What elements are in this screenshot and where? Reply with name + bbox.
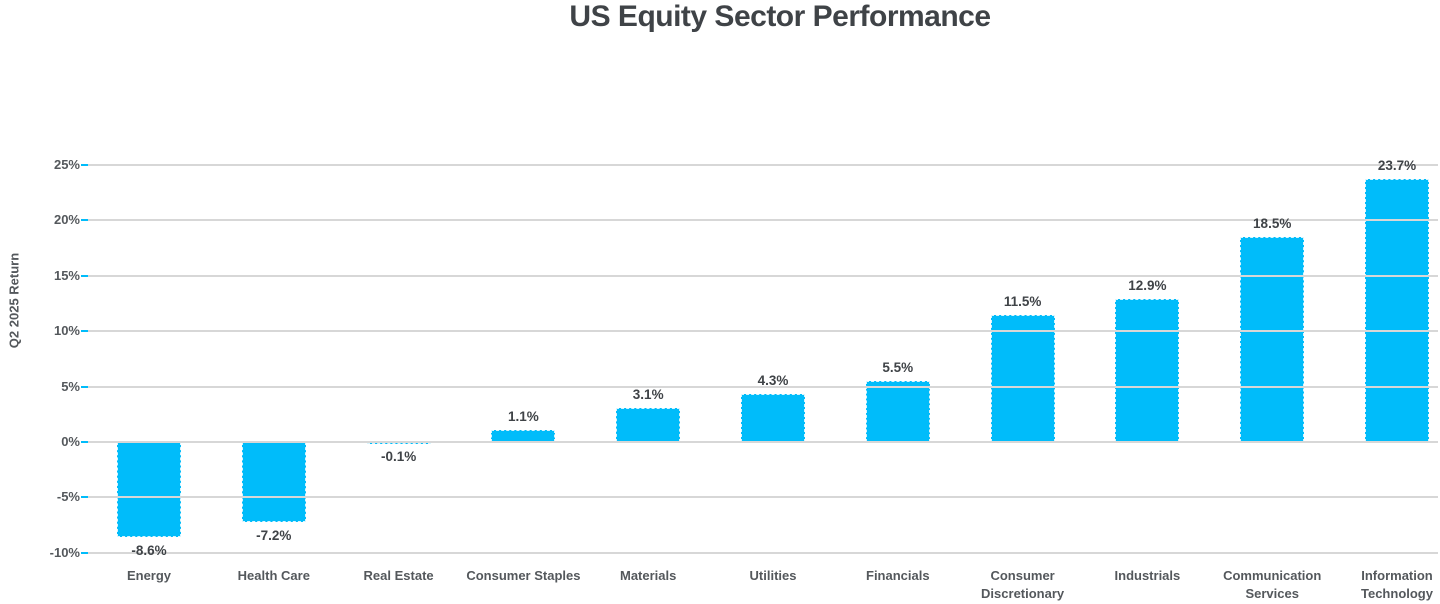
y-tick-label: -5% [56, 489, 80, 505]
y-axis-title: Q2 2025 Return [6, 252, 22, 349]
gridline [88, 274, 1438, 277]
bar-materials [616, 407, 681, 442]
category-label-industrials: Industrials [1114, 568, 1181, 583]
y-tick-mark [81, 551, 88, 554]
category-label-financials: Financials [866, 568, 930, 583]
y-tick-label: -10% [49, 544, 80, 560]
y-tick-mark [81, 496, 88, 499]
gridline [88, 551, 1438, 554]
value-label-real-estate: -0.1% [380, 449, 417, 465]
value-label-industrials: 12.9% [1128, 277, 1167, 293]
category-label-real-estate: Real Estate [363, 568, 434, 583]
y-tick-label: 0% [61, 434, 80, 449]
value-label-consumer-discretionary: 11.5% [1003, 293, 1042, 309]
y-tick-label: 15% [53, 267, 80, 283]
value-label-consumer-staples: 1.1% [508, 408, 539, 424]
category-label-energy: Energy [126, 568, 172, 583]
gridline [88, 441, 1438, 443]
bar-information-technology [1365, 179, 1429, 442]
bar-financials [865, 381, 930, 442]
bar-consumer-discretionary [990, 314, 1055, 442]
gridline [88, 496, 1438, 499]
y-tick-mark [81, 385, 88, 388]
value-label-health-care: -7.2% [256, 527, 292, 543]
bar-communication-services [1240, 236, 1305, 442]
gridline [88, 219, 1438, 222]
value-label-energy: -8.6% [131, 543, 167, 559]
bar-energy [117, 442, 181, 538]
bar-utilities [741, 394, 805, 442]
value-label-communication-services: 18.5% [1253, 215, 1292, 231]
gridline [88, 330, 1438, 333]
y-tick-mark [81, 274, 88, 277]
y-tick-label: 5% [61, 378, 80, 394]
y-tick-mark [81, 330, 88, 333]
category-label-utilities: Utilities [749, 568, 797, 583]
y-tick-label: 25% [53, 156, 80, 172]
category-label-information-technology: Information Technology [1361, 568, 1433, 602]
y-tick-label: 10% [53, 323, 80, 339]
value-label-financials: 5.5% [882, 360, 914, 376]
value-label-materials: 3.1% [632, 386, 664, 402]
chart-title: US Equity Sector Performance [569, 0, 991, 33]
gridline [88, 385, 1438, 388]
category-label-consumer-staples: Consumer Staples [466, 568, 581, 583]
y-tick-mark [81, 163, 88, 166]
category-label-communication-services: Communication Services [1223, 568, 1322, 602]
value-label-information-technology: 23.7% [1377, 158, 1417, 174]
y-tick-mark [81, 219, 88, 222]
bar-industrials [1115, 298, 1180, 442]
gridline [88, 163, 1438, 166]
y-tick-mark [81, 441, 88, 443]
category-label-materials: Materials [620, 568, 677, 583]
category-label-consumer-discretionary: Consumer Discretionary [981, 568, 1065, 602]
value-label-utilities: 4.3% [757, 373, 789, 389]
bar-health-care [241, 442, 306, 522]
y-tick-label: 20% [53, 212, 80, 228]
category-label-health-care: Health Care [237, 568, 310, 583]
